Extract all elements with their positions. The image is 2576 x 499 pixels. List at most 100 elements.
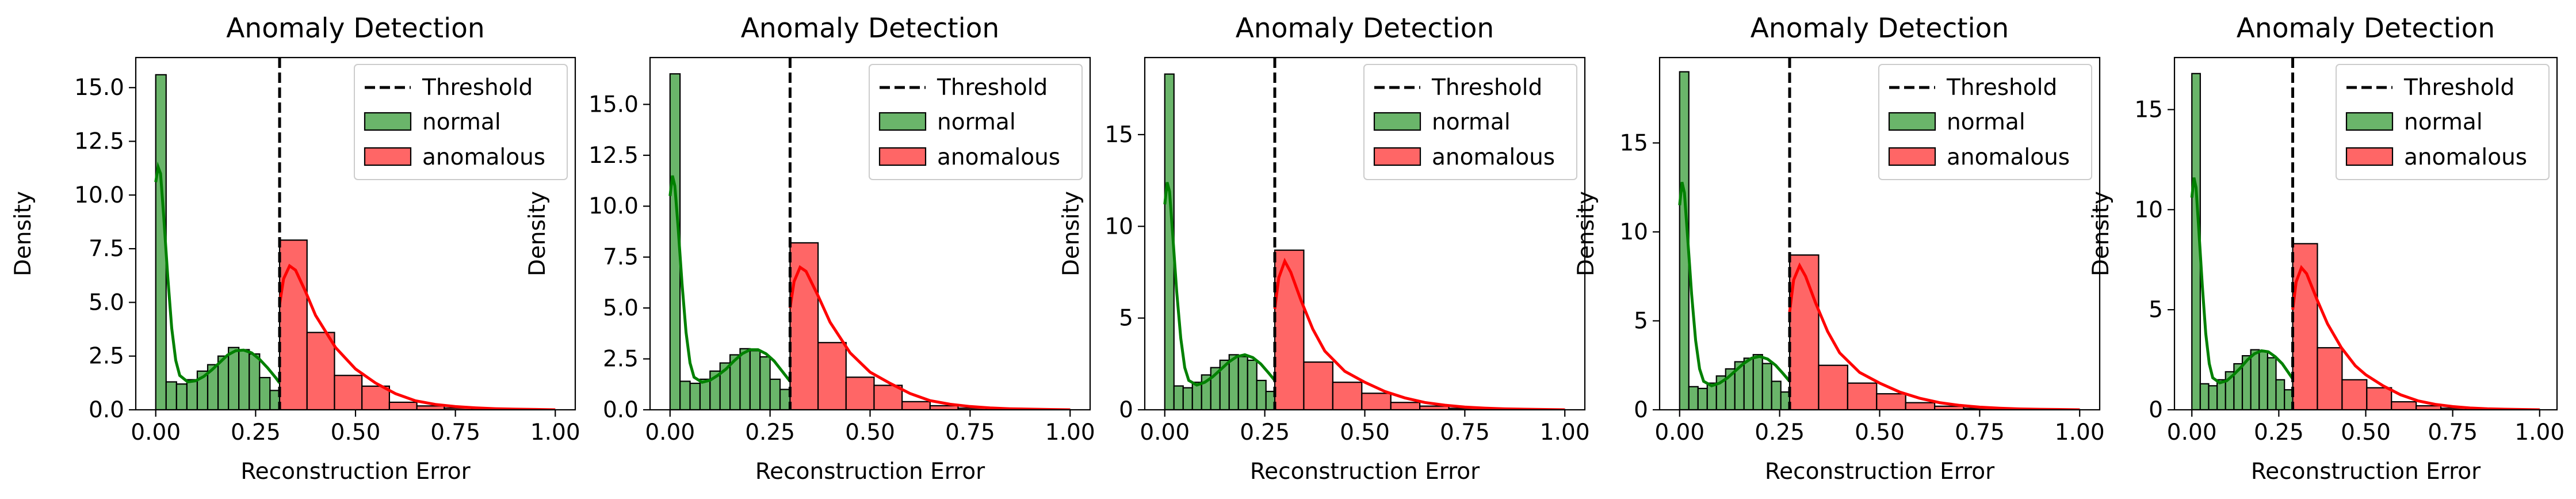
legend-anomalous-label: anomalous (2404, 144, 2527, 170)
x-tick-label: 0.50 (1855, 420, 1905, 445)
y-tick-label: 0 (1119, 397, 1133, 423)
normal-bar (1237, 356, 1248, 410)
normal-bar (2275, 379, 2285, 410)
legend-normal-label: normal (1432, 109, 1511, 135)
anomalous-bar (1361, 393, 1392, 410)
legend-normal-swatch (1888, 112, 1936, 131)
normal-kde-line (2190, 177, 2294, 384)
legend-normal-swatch (2345, 112, 2394, 131)
anomalous-bar (1905, 402, 1936, 410)
y-tick-label: 15 (1104, 122, 1133, 148)
x-tick-label: 1.00 (2055, 420, 2105, 445)
normal-bar (2199, 383, 2210, 410)
legend-normal-swatch (1373, 112, 1421, 131)
normal-bar (2258, 351, 2268, 410)
y-tick-label: 7.5 (603, 245, 639, 271)
normal-bar (1182, 387, 1193, 410)
x-tick-label: 0.50 (331, 420, 381, 445)
anomalous-kde-line (278, 264, 556, 410)
y-tick-label: 15 (2134, 97, 2163, 123)
legend-threshold-label: Threshold (422, 75, 533, 101)
x-tick-label: 0.75 (1955, 420, 2005, 445)
x-tick-label: 0.75 (430, 420, 480, 445)
y-tick-label: 15 (1619, 130, 1648, 156)
y-tick-label: 2.5 (89, 344, 124, 370)
normal-bar (759, 356, 771, 410)
legend-anomalous-swatch (878, 147, 927, 166)
chart-panel-4: 0.00 0.25 0.50 0.75 1.00 0 5 10 15 Anomaly Detect… (1573, 13, 2105, 485)
normal-kde-line (1163, 182, 1276, 387)
anomalous-kde-line (1788, 262, 2080, 410)
normal-bar (165, 381, 177, 410)
chart-panel-1: 0.00 0.25 0.50 0.75 1.00 0.0 2.5 5.0 7.5 10.0 12.5… (10, 13, 580, 485)
normal-bar (249, 353, 261, 410)
legend-anomalous-label: anomalous (937, 144, 1060, 170)
normal-bar (228, 346, 240, 410)
legend-normal-label: normal (2404, 109, 2483, 135)
anomalous-bar (1303, 361, 1333, 410)
normal-kde-line (668, 175, 792, 384)
anomalous-bar (361, 385, 390, 410)
anomalous-bar (2317, 347, 2343, 410)
normal-kde-line (154, 161, 281, 384)
legend-threshold-label: Threshold (1431, 75, 1542, 101)
anomalous-bar (1390, 402, 1421, 410)
normal-bar (1247, 359, 1258, 410)
normal-bar (186, 379, 198, 410)
anomalous-bar (1847, 382, 1878, 410)
chart-panel-5: 0.00 0.25 0.50 0.75 1.00 0 5 10 15 Anomaly Detect… (2088, 13, 2564, 485)
x-tick-label: 1.00 (1540, 420, 1590, 445)
anomalous-bar (2292, 243, 2318, 410)
y-tick-label: 12.5 (74, 129, 124, 155)
legend-anomalous-swatch (364, 147, 412, 166)
y-tick-label: 12.5 (588, 143, 639, 169)
x-tick-label: 0.25 (745, 420, 795, 445)
anomalous-bar (845, 376, 875, 410)
x-tick-label: 0.75 (1440, 420, 1490, 445)
legend: Threshold normal anomalous (2336, 64, 2550, 180)
anomalous-kde-line (1273, 257, 1565, 410)
plot-area (1678, 58, 2081, 410)
normal-bar (1771, 380, 1782, 410)
anomalous-bar (2391, 401, 2417, 410)
y-tick-label: 10 (1104, 214, 1133, 239)
anomalous-bar (278, 239, 308, 410)
legend-anomalous-swatch (1888, 147, 1936, 166)
x-tick-label: 0.00 (2167, 420, 2217, 445)
x-tick-label: 0.00 (1140, 420, 1190, 445)
x-tick-label: 1.00 (2514, 420, 2564, 445)
legend: Threshold normal anomalous (1878, 64, 2092, 180)
chart-title: Anomaly Detection (741, 13, 999, 44)
legend: Threshold normal anomalous (354, 64, 568, 180)
legend-normal-swatch (878, 112, 927, 131)
plot-area (154, 58, 556, 410)
anomalous-bar (388, 401, 418, 410)
legend-anomalous-label: anomalous (1432, 144, 1555, 170)
plot-area (2190, 58, 2540, 410)
x-tick-label: 1.00 (1045, 420, 1095, 445)
x-tick-label: 0.25 (2254, 420, 2304, 445)
legend-anomalous-swatch (2345, 147, 2394, 166)
legend-anomalous-label: anomalous (422, 144, 545, 170)
normal-bar (749, 350, 761, 410)
y-tick-label: 5 (2149, 297, 2163, 323)
y-tick-label: 0 (2149, 397, 2163, 423)
legend-anomalous-swatch (1373, 147, 1421, 166)
y-tick-label: 10 (2134, 197, 2163, 223)
anomalous-kde-line (788, 265, 1071, 410)
normal-bar (1688, 386, 1699, 410)
y-tick-label: 5 (1119, 306, 1133, 332)
legend-threshold-label: Threshold (937, 75, 1048, 101)
legend-threshold-label: Threshold (1946, 75, 2057, 101)
legend-anomalous-label: anomalous (1947, 144, 2070, 170)
normal-bar (259, 376, 271, 410)
y-tick-label: 5 (1634, 308, 1648, 334)
y-tick-label: 5.0 (603, 295, 639, 321)
x-axis-label: Reconstruction Error (1250, 459, 1480, 485)
x-tick-label: 0.25 (231, 420, 281, 445)
normal-bar (699, 378, 711, 410)
x-tick-label: 0.75 (945, 420, 995, 445)
x-axis-label: Reconstruction Error (755, 459, 985, 485)
x-tick-label: 1.00 (530, 420, 580, 445)
